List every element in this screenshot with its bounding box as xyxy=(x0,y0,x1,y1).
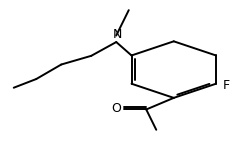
Text: F: F xyxy=(223,79,230,92)
Text: O: O xyxy=(111,102,121,115)
Text: N: N xyxy=(113,28,122,41)
